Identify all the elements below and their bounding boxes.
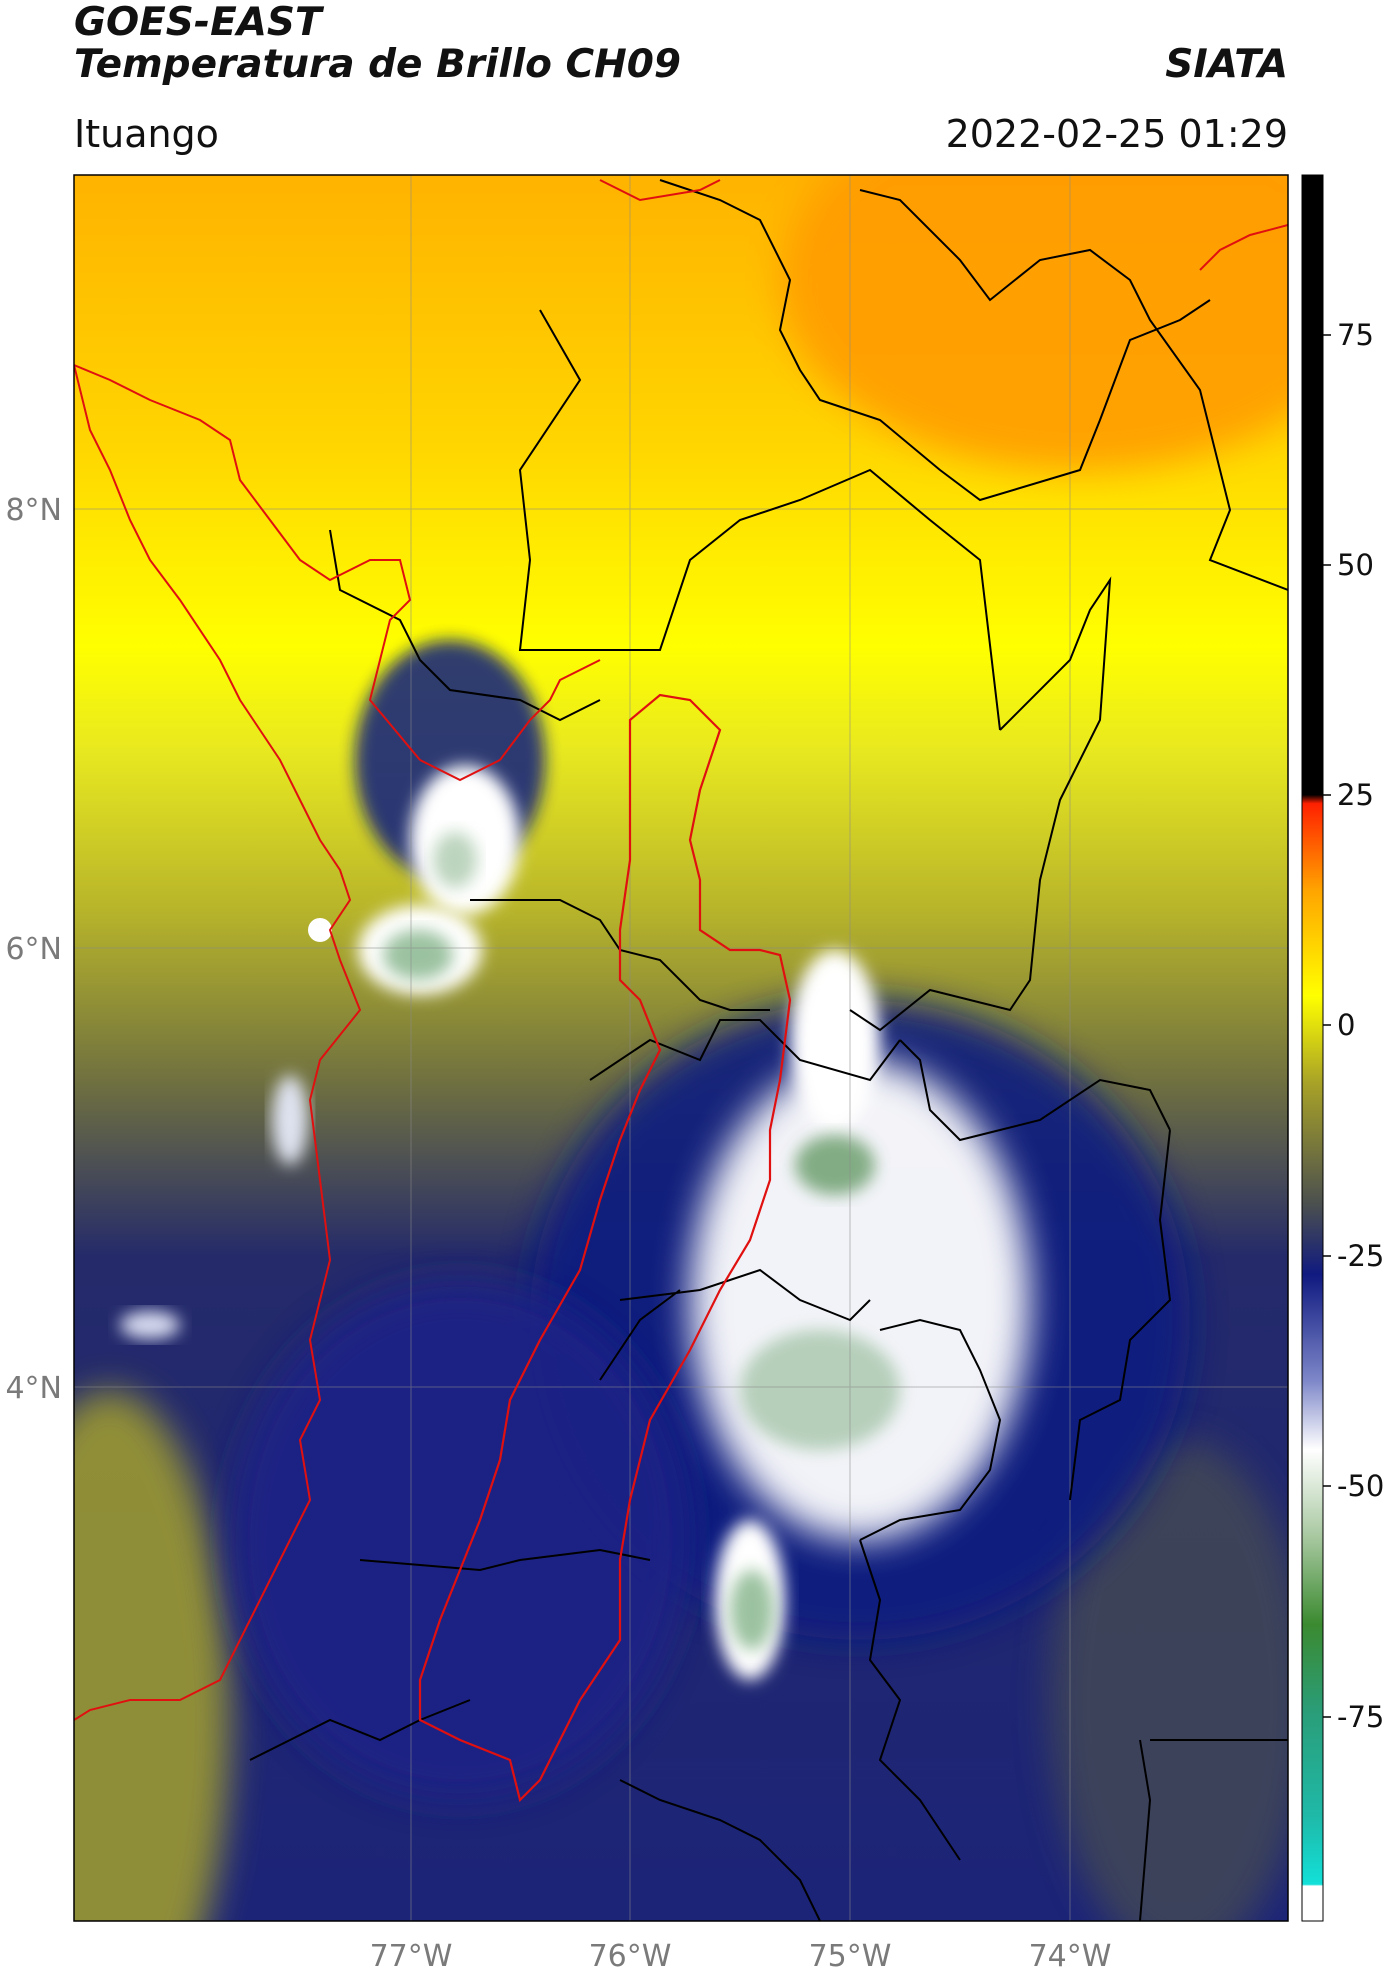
highlighted-region-boundary[interactable] <box>418 693 792 1803</box>
lon-tick-label: 74°W <box>1029 1939 1112 1974</box>
department-boundaries <box>249 179 1288 1921</box>
colorbar-tick-label: -25 <box>1337 1239 1384 1273</box>
map-title-product: Temperatura de Brillo CH09 <box>74 42 682 87</box>
brightness-temperature-field <box>74 175 1288 1921</box>
lon-tick-label: 77°W <box>370 1939 453 1974</box>
map-title-satellite: GOES-EAST <box>74 0 322 45</box>
colorbar-scale <box>1301 174 1324 1922</box>
lat-tick-label: 4°N <box>5 1371 62 1406</box>
datetime-label: 2022-02-25 01:29 <box>945 112 1288 156</box>
lat-tick-label: 6°N <box>5 932 62 967</box>
boundaries <box>74 179 1288 1921</box>
colorbar-tick-label: -75 <box>1337 1700 1384 1734</box>
colorbar-tick-label: -50 <box>1337 1469 1384 1503</box>
lon-tick-label: 75°W <box>809 1939 892 1974</box>
colorbar-tick-label: 25 <box>1337 778 1374 812</box>
lon-tick-label: 76°W <box>589 1939 672 1974</box>
colorbar-tick-label: 0 <box>1337 1008 1355 1042</box>
lat-tick-labels: 8°N 6°N 4°N <box>5 493 62 1406</box>
colorbar-tick-label: 75 <box>1337 318 1374 352</box>
gridlines <box>74 175 1288 1921</box>
lon-tick-labels: 77°W 76°W 75°W 74°W <box>370 1939 1112 1974</box>
lat-tick-label: 8°N <box>5 493 62 528</box>
colorbar-tick-label: 50 <box>1337 548 1374 582</box>
map-frame <box>73 174 1289 1922</box>
national-boundary <box>74 179 1288 1721</box>
organization-label: SIATA <box>1165 42 1288 87</box>
region-label: Ituango <box>74 112 219 156</box>
colorbar: 75 50 25 0 -25 -50 -75 <box>1301 174 1384 1922</box>
